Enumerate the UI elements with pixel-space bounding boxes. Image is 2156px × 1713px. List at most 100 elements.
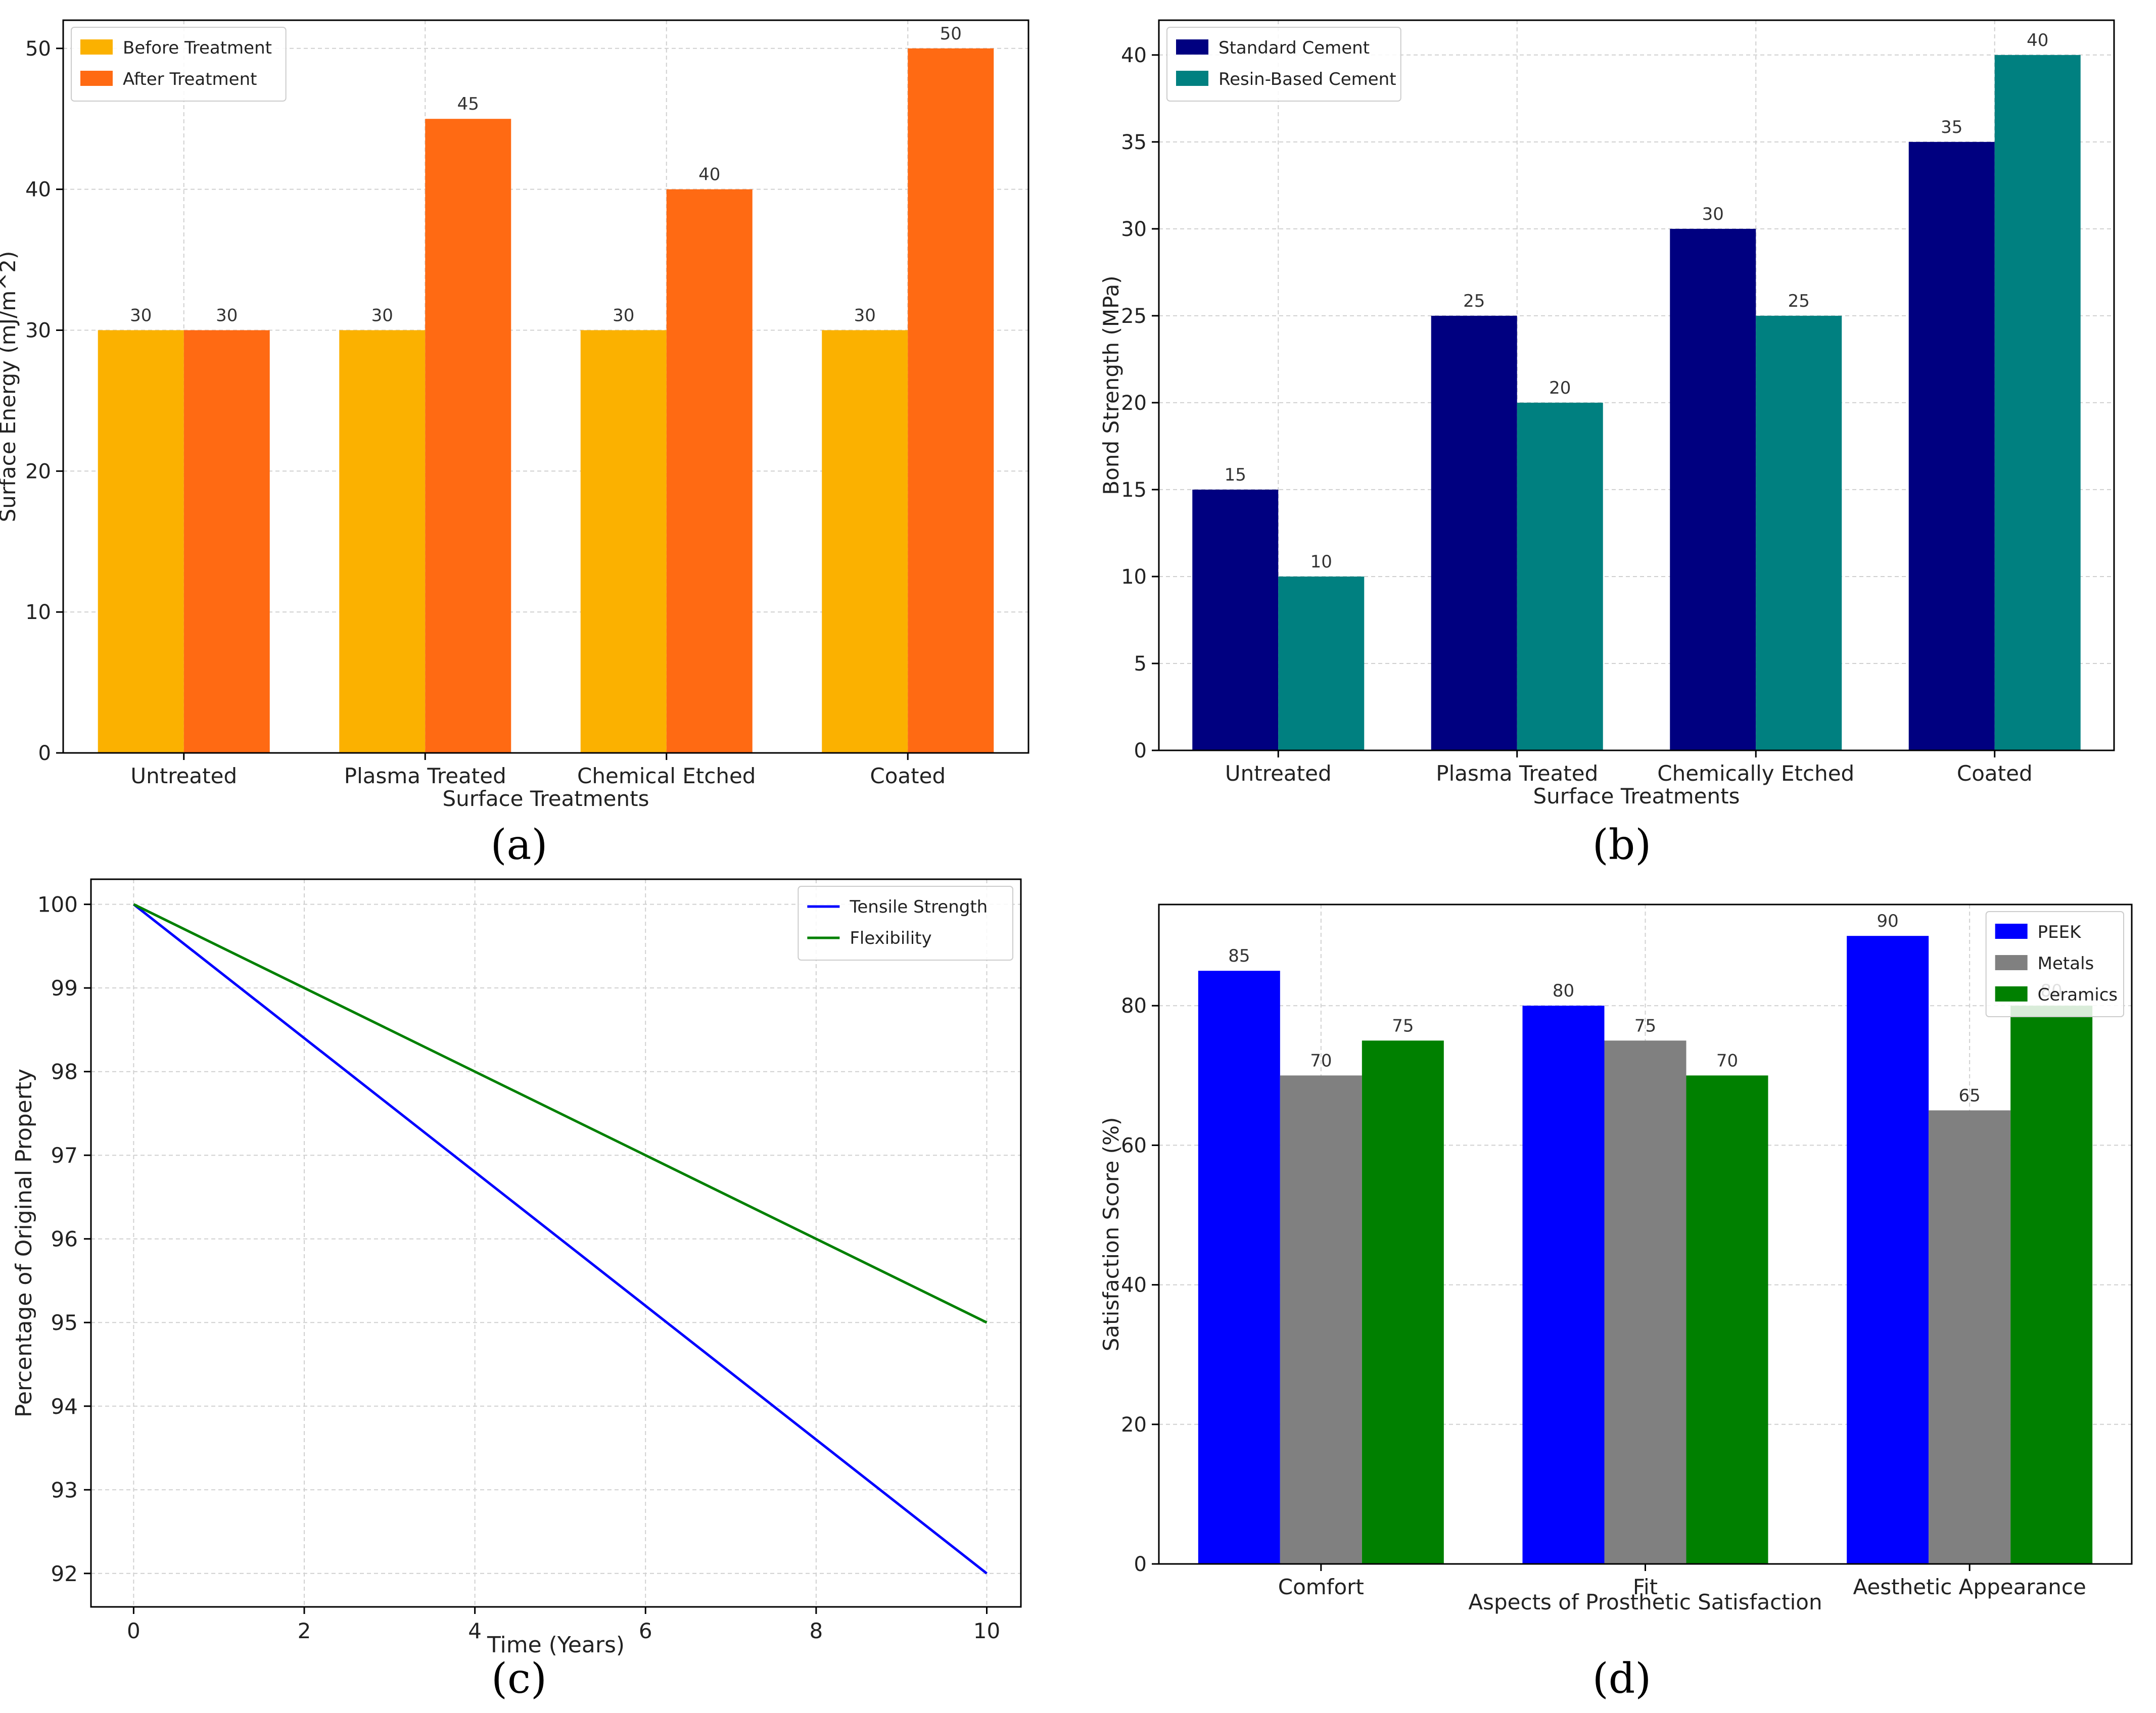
- chart-b-ytick-label-1: 5: [1134, 652, 1147, 676]
- chart-d-legend-label-2: Ceramics: [2038, 985, 2118, 1005]
- chart-a-ytick-label-3: 30: [25, 319, 51, 342]
- chart-a-bar-1-3: [908, 48, 994, 753]
- chart-b-ytick-label-6: 30: [1121, 218, 1147, 241]
- chart-a-frame: [62, 19, 1029, 754]
- chart-a-legend-label-1: After Treatment: [123, 69, 257, 89]
- chart-a-ytick-label-0: 0: [38, 742, 51, 765]
- chart-d-bar-2-1: [1686, 1075, 1768, 1564]
- chart-c-series-line-1: [133, 903, 988, 1324]
- chart-a-legend-label-0: Before Treatment: [123, 38, 272, 58]
- chart-a-data-label-1-3: 50: [940, 24, 962, 44]
- chart-c-frame: [90, 878, 1022, 1608]
- chart-a-xtick-label-2: Chemical Etched: [577, 764, 756, 788]
- chart-a-bar-0-2: [580, 330, 667, 753]
- chart-b-ytick-label-4: 20: [1121, 392, 1147, 415]
- chart-c-ytick-label-1: 93: [51, 1478, 78, 1502]
- chart-d-data-label-2-1: 70: [1716, 1051, 1738, 1071]
- chart-b-legend-label-0: Standard Cement: [1218, 38, 1370, 58]
- chart-a-bar-1-1: [425, 119, 511, 753]
- chart-b-data-label-0-0: 15: [1225, 465, 1246, 485]
- chart-d-legend-swatch-1: [1995, 955, 2028, 970]
- chart-a-data-label-0-0: 30: [130, 305, 152, 325]
- chart-b-frame: [1158, 19, 2115, 751]
- chart-c-series-line-0: [132, 903, 988, 1575]
- chart-d-data-label-0-2: 90: [1877, 911, 1899, 931]
- chart-c-ytick-label-7: 99: [51, 976, 78, 1001]
- chart-a-xtick-label-0: Untreated: [130, 764, 237, 788]
- chart-c-xtick-label-1: 2: [298, 1619, 311, 1643]
- chart-c-ylabel: Percentage of Original Property: [11, 1069, 37, 1417]
- panel-c: 92 93 94 95 96 97 98 99 100 0 2 4 6 8 10 Time (Years) Pe…: [0, 859, 1078, 1711]
- chart-a-data-label-1-2: 40: [698, 165, 720, 185]
- chart-b-bar-1-1: [1517, 402, 1603, 750]
- chart-c-ytick-label-5: 97: [51, 1143, 78, 1168]
- chart-c-xtick-label-0: 0: [127, 1619, 140, 1643]
- chart-b-legend-box: [1166, 27, 1401, 102]
- chart-a-data-label-0-1: 30: [371, 305, 393, 325]
- chart-b-ytick-label-3: 15: [1121, 479, 1147, 502]
- chart-b-svg: 15 25 30 35 10 20 25 40 0 5 10 15 20 25 30 35 40 Untreate…: [1099, 19, 2115, 808]
- chart-b-ytick-label-8: 40: [1121, 44, 1147, 67]
- chart-c-ytick-label-8: 100: [37, 892, 78, 917]
- chart-c-legend-label-1: Flexibility: [850, 928, 931, 948]
- chart-d-ytick-label-2: 40: [1121, 1274, 1147, 1297]
- panel-label-a: (a): [490, 821, 548, 869]
- chart-c-svg: 92 93 94 95 96 97 98 99 100 0 2 4 6 8 10 Time (Years) Pe…: [11, 878, 1022, 1658]
- chart-a-svg: 30 30 30 30 30 45 40 50 0 10 20 30 40 50 Untreated Plas…: [0, 19, 1029, 811]
- chart-b-bar-0-2: [1670, 228, 1756, 750]
- chart-c-legend-label-0: Tensile Strength: [849, 897, 988, 917]
- chart-b-data-label-0-2: 30: [1702, 204, 1724, 224]
- chart-a-ytick-label-5: 50: [25, 37, 51, 61]
- chart-b-bar-1-2: [1756, 315, 1842, 750]
- chart-c-ytick-label-2: 94: [51, 1394, 78, 1419]
- chart-d-bar-2-0: [1362, 1040, 1444, 1564]
- chart-a-data-label-1-0: 30: [216, 305, 238, 325]
- chart-d-bar-0-0: [1198, 971, 1280, 1564]
- chart-d-bar-1-2: [1929, 1110, 2011, 1564]
- chart-a-ytick-label-2: 20: [25, 460, 51, 483]
- chart-b-xlabel: Surface Treatments: [1533, 784, 1740, 808]
- chart-c-legend-box: [798, 886, 1013, 961]
- chart-b-legend-swatch-0: [1176, 39, 1208, 55]
- chart-a-legend-swatch-1: [80, 71, 113, 86]
- chart-c-ytick-label-6: 98: [51, 1060, 78, 1084]
- chart-d-svg: 858090707565757080020406080ComfortFitAes…: [1099, 903, 2133, 1614]
- panel-label-b: (b): [1592, 821, 1652, 869]
- chart-b-data-label-1-3: 40: [2027, 30, 2048, 51]
- chart-b-ylabel: Bond Strength (MPa): [1099, 275, 1123, 495]
- chart-c-ytick-label-3: 95: [51, 1310, 78, 1335]
- chart-b-xtick-label-1: Plasma Treated: [1436, 761, 1598, 786]
- chart-b-legend-label-1: Resin-Based Cement: [1218, 69, 1396, 89]
- chart-c-xtick-label-5: 10: [973, 1619, 1000, 1643]
- chart-b-bar-0-0: [1192, 489, 1279, 750]
- chart-d-data-label-2-0: 75: [1392, 1016, 1414, 1036]
- chart-d-legend-swatch-0: [1995, 924, 2028, 939]
- chart-b-data-label-1-1: 20: [1549, 378, 1571, 398]
- panel-b: 15 25 30 35 10 20 25 40 0 5 10 15 20 25 30 35 40 Untreate…: [1078, 0, 2156, 834]
- chart-a-ylabel: Surface Energy (mJ/m^2): [0, 251, 20, 522]
- chart-a-legend-box: [71, 27, 287, 102]
- chart-d-ytick-label-3: 60: [1121, 1134, 1147, 1157]
- chart-b-bar-0-3: [1908, 141, 1995, 750]
- chart-b-bar-1-0: [1278, 576, 1365, 750]
- chart-a-xtick-label-1: Plasma Treated: [344, 764, 506, 788]
- chart-b-data-label-1-2: 25: [1788, 291, 1810, 311]
- chart-a-data-label-0-3: 30: [854, 305, 876, 325]
- chart-d-ytick-label-0: 0: [1134, 1553, 1147, 1576]
- chart-b-xtick-label-3: Coated: [1957, 761, 2033, 786]
- panel-a: 30 30 30 30 30 45 40 50 0 10 20 30 40 50 Untreated Plas…: [0, 0, 1078, 834]
- chart-d-xtick-label-2: Aesthetic Appearance: [1853, 1575, 2086, 1599]
- chart-d-xtick-label-1: Fit: [1633, 1575, 1658, 1599]
- chart-d-ytick-label-4: 80: [1121, 994, 1147, 1018]
- chart-b-xtick-label-2: Chemically Etched: [1657, 761, 1854, 786]
- chart-d-legend-label-1: Metals: [2038, 954, 2094, 974]
- chart-b-bar-1-3: [1994, 55, 2081, 750]
- chart-d-bar-0-2: [1847, 936, 1929, 1564]
- chart-b-bar-0-1: [1431, 315, 1517, 750]
- chart-a-data-label-1-1: 45: [457, 94, 479, 114]
- chart-d-ylabel: Satisfaction Score (%): [1099, 1117, 1123, 1352]
- chart-d-bar-0-1: [1522, 1006, 1605, 1564]
- chart-b-data-label-0-1: 25: [1463, 291, 1485, 311]
- chart-a-bar-0-1: [339, 330, 426, 753]
